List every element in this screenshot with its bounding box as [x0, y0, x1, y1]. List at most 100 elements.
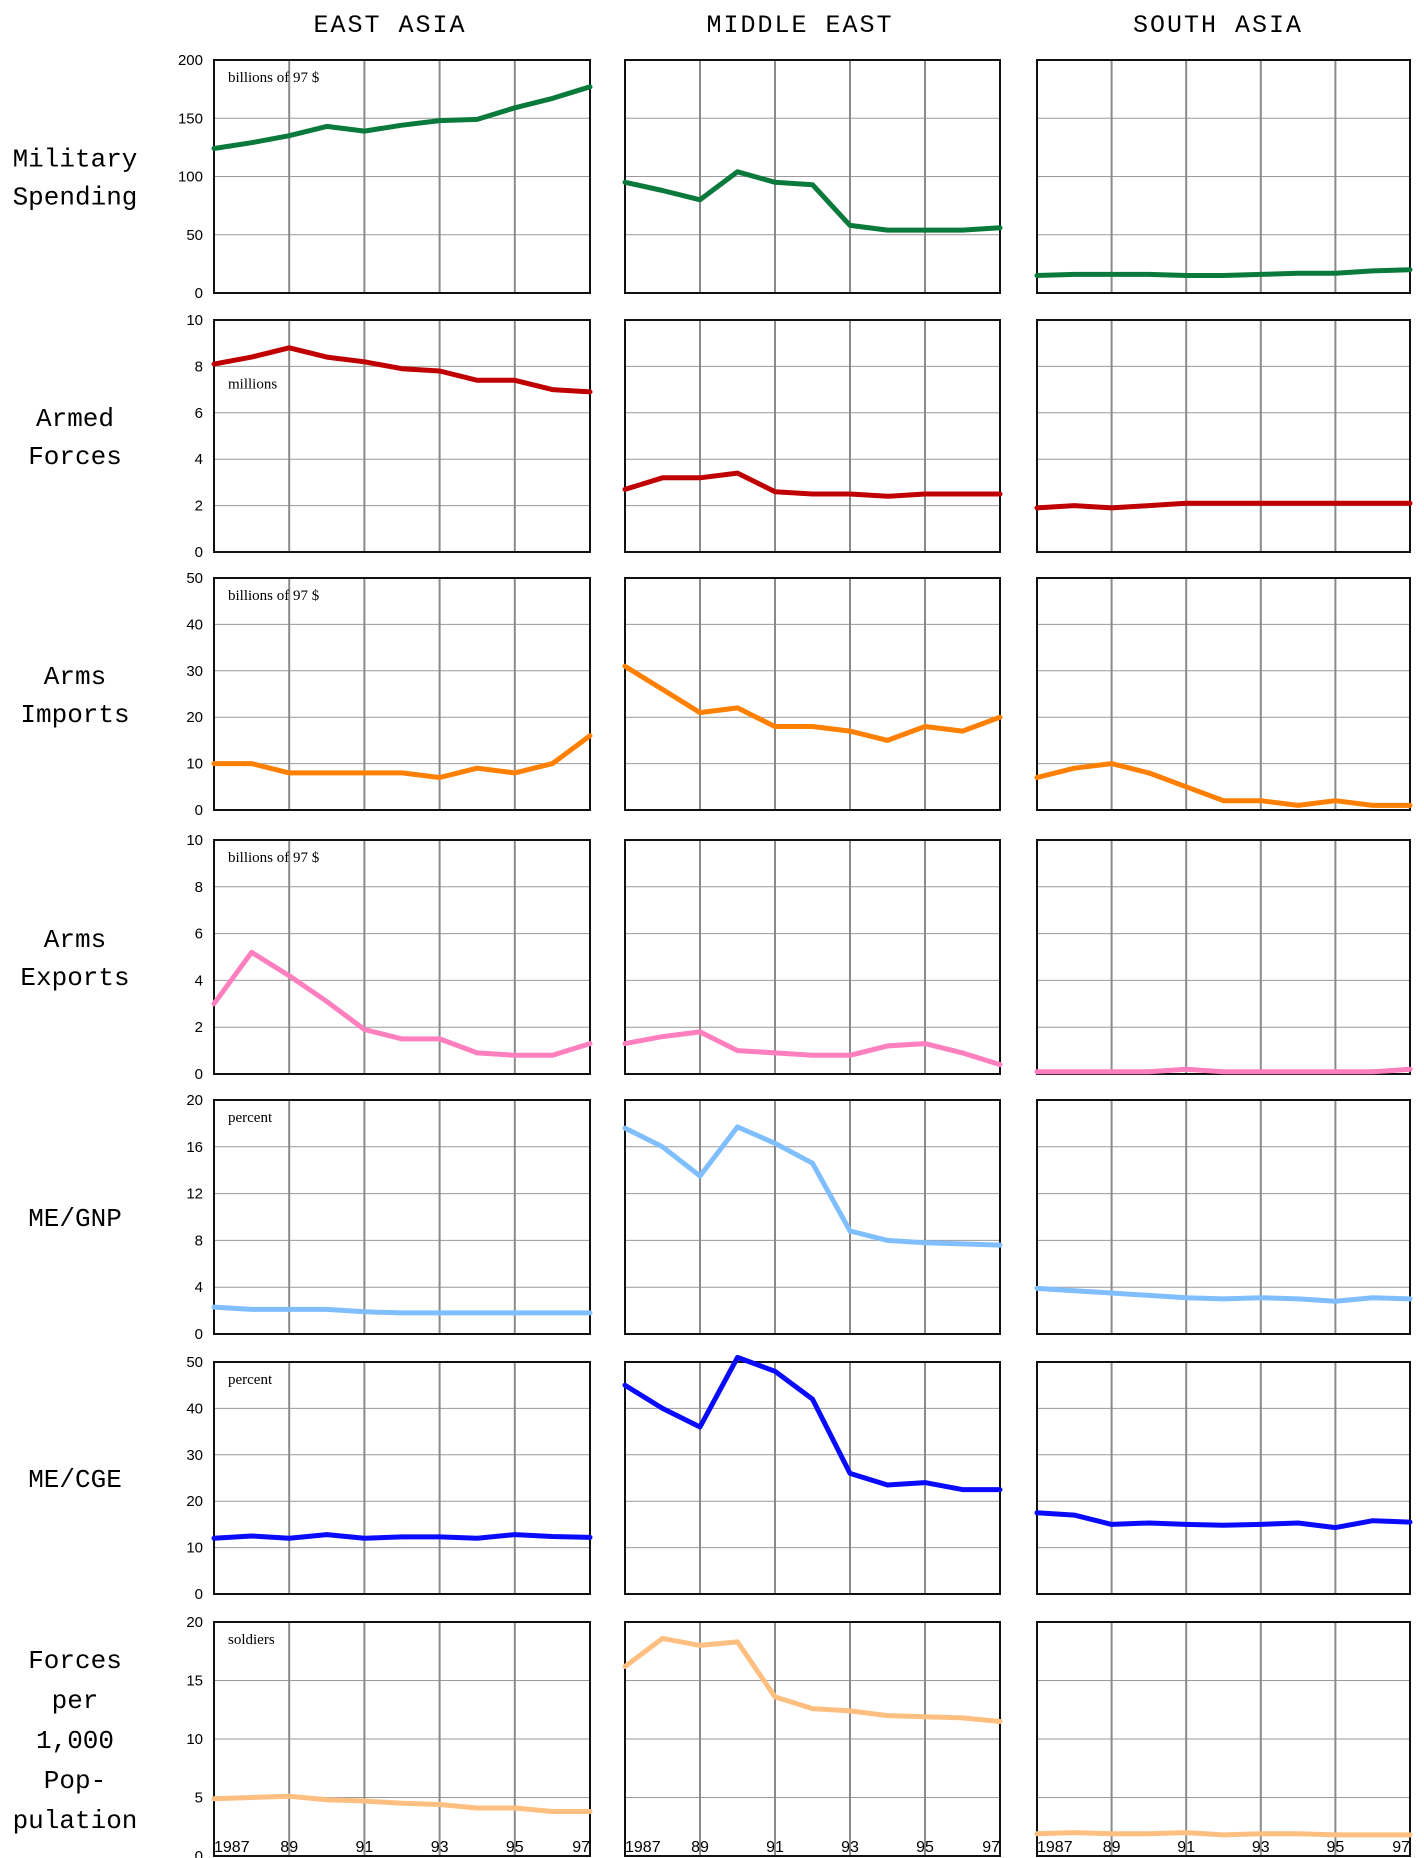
row-label-forces-per-1-000-pop-pulation-line-0: Forces [28, 1646, 122, 1676]
y-tick-label-me-cge: 20 [186, 1493, 203, 1510]
panel-frame [624, 1099, 1001, 1335]
panel-frame [624, 839, 1001, 1075]
y-tick-label-forces-per-1-000-pop-pulation: 20 [186, 1614, 203, 1631]
series-line-military-spending-south-asia [1034, 267, 1413, 278]
series-line-forces-per-1-000-pop-pulation-east-asia [211, 1793, 593, 1814]
column-heading-east-asia: EAST ASIA [313, 11, 466, 40]
series-line-armed-forces-south-asia [1034, 500, 1413, 511]
panel-arms-imports-middle-east [622, 577, 1003, 811]
x-tick-label: 89 [1103, 1839, 1121, 1856]
y-tick-label-me-gnp: 4 [195, 1279, 203, 1296]
row-label-arms-imports-line-0: Arms [44, 662, 106, 692]
y-tick-label-me-cge: 10 [186, 1540, 203, 1557]
panel-frame [213, 577, 591, 811]
y-tick-label-armed-forces: 0 [195, 544, 203, 561]
series-line-me-cge-south-asia [1034, 1510, 1413, 1531]
y-tick-label-military-spending: 50 [186, 227, 203, 244]
panel-military-spending-middle-east [622, 59, 1003, 294]
column-heading-middle-east: MIDDLE EAST [706, 11, 893, 40]
y-tick-label-arms-imports: 40 [186, 616, 203, 633]
x-tick-label: 1987 [214, 1839, 250, 1856]
panel-frame [213, 59, 591, 294]
panel-forces-per-1-000-pop-pulation-east-asia: soldiers [211, 1621, 593, 1857]
panel-frame [213, 1361, 591, 1595]
y-tick-label-armed-forces: 2 [195, 498, 203, 515]
y-tick-label-arms-imports: 30 [186, 663, 203, 680]
panel-forces-per-1-000-pop-pulation-south-asia [1034, 1621, 1413, 1857]
x-tick-label: 95 [506, 1839, 524, 1856]
panel-arms-imports-south-asia [1034, 577, 1413, 811]
series-line-armed-forces-middle-east [622, 470, 1003, 499]
y-tick-label-me-gnp: 12 [186, 1186, 203, 1203]
x-tick-label: 91 [766, 1839, 784, 1856]
panel-armed-forces-east-asia: millions [211, 319, 593, 553]
x-tick-label: 91 [1177, 1839, 1195, 1856]
series-line-me-cge-middle-east [622, 1354, 1003, 1493]
row-label-forces-per-1-000-pop-pulation-line-4: pulation [13, 1806, 138, 1836]
y-tick-label-arms-imports: 0 [195, 802, 203, 819]
y-tick-label-arms-exports: 2 [195, 1019, 203, 1036]
y-tick-label-military-spending: 150 [178, 110, 203, 127]
panel-frame [1036, 1621, 1411, 1857]
x-tick-label: 89 [691, 1839, 709, 1856]
y-tick-label-me-cge: 40 [186, 1400, 203, 1417]
y-tick-label-forces-per-1-000-pop-pulation: 15 [186, 1673, 203, 1690]
panel-armed-forces-middle-east [622, 319, 1003, 553]
x-tick-label: 93 [431, 1839, 449, 1856]
panel-arms-imports-east-asia: billions of 97 $ [211, 577, 593, 811]
panel-me-cge-south-asia [1034, 1361, 1413, 1595]
y-tick-label-me-cge: 50 [186, 1354, 203, 1371]
panel-armed-forces-south-asia [1034, 319, 1413, 553]
y-tick-label-me-gnp: 8 [195, 1232, 203, 1249]
panel-frame [213, 839, 591, 1075]
x-tick-label: 91 [356, 1839, 374, 1856]
y-tick-label-forces-per-1-000-pop-pulation: 10 [186, 1731, 203, 1748]
y-tick-label-arms-exports: 8 [195, 879, 203, 896]
unit-label-me-gnp: percent [228, 1110, 273, 1126]
unit-label-armed-forces: millions [228, 376, 277, 392]
y-tick-label-arms-exports: 4 [195, 972, 203, 989]
panel-frame [1036, 59, 1411, 294]
y-tick-label-arms-imports: 10 [186, 756, 203, 773]
x-tick-label: 95 [1327, 1839, 1345, 1856]
x-tick-label: 1987 [625, 1839, 661, 1856]
series-line-me-gnp-south-asia [1034, 1285, 1413, 1304]
series-line-forces-per-1-000-pop-pulation-south-asia [1034, 1830, 1413, 1838]
y-tick-label-arms-exports: 0 [195, 1066, 203, 1083]
panel-forces-per-1-000-pop-pulation-middle-east [622, 1621, 1003, 1857]
panel-me-gnp-middle-east [622, 1099, 1003, 1335]
panel-frame [624, 319, 1001, 553]
panel-frame [624, 577, 1001, 811]
panel-me-cge-east-asia: percent [211, 1361, 593, 1595]
y-tick-label-me-gnp: 0 [195, 1326, 203, 1343]
y-tick-label-armed-forces: 8 [195, 358, 203, 375]
y-tick-label-me-cge: 0 [195, 1586, 203, 1603]
series-line-military-spending-middle-east [622, 169, 1003, 233]
series-line-forces-per-1-000-pop-pulation-middle-east [622, 1635, 1003, 1724]
panel-frame [624, 1361, 1001, 1595]
panel-me-gnp-east-asia: percent [211, 1099, 593, 1335]
y-tick-label-arms-exports: 10 [186, 832, 203, 849]
y-tick-label-me-cge: 30 [186, 1447, 203, 1464]
panel-frame [1036, 577, 1411, 811]
row-label-forces-per-1-000-pop-pulation-line-2: 1,000 [36, 1726, 114, 1756]
row-label-armed-forces-line-0: Armed [36, 404, 114, 434]
x-tick-label: 89 [280, 1839, 298, 1856]
row-label-military-spending-line-0: Military [13, 145, 138, 175]
x-tick-label: 93 [841, 1839, 859, 1856]
series-line-military-spending-east-asia [211, 84, 593, 151]
series-line-arms-imports-east-asia [211, 733, 593, 780]
y-tick-label-forces-per-1-000-pop-pulation: 0 [195, 1848, 203, 1858]
row-label-armed-forces-line-1: Forces [28, 442, 122, 472]
y-tick-label-armed-forces: 10 [186, 312, 203, 329]
row-label-military-spending-line-1: Spending [13, 183, 138, 213]
y-tick-label-me-gnp: 20 [186, 1092, 203, 1109]
panel-frame [1036, 1099, 1411, 1335]
panel-arms-exports-middle-east [622, 839, 1003, 1075]
panel-frame [624, 59, 1001, 294]
row-label-me-gnp-line-0: ME/GNP [28, 1204, 122, 1234]
unit-label-arms-imports: billions of 97 $ [228, 588, 320, 604]
x-tick-label: 97 [982, 1839, 1000, 1856]
panel-frame [1036, 839, 1411, 1075]
